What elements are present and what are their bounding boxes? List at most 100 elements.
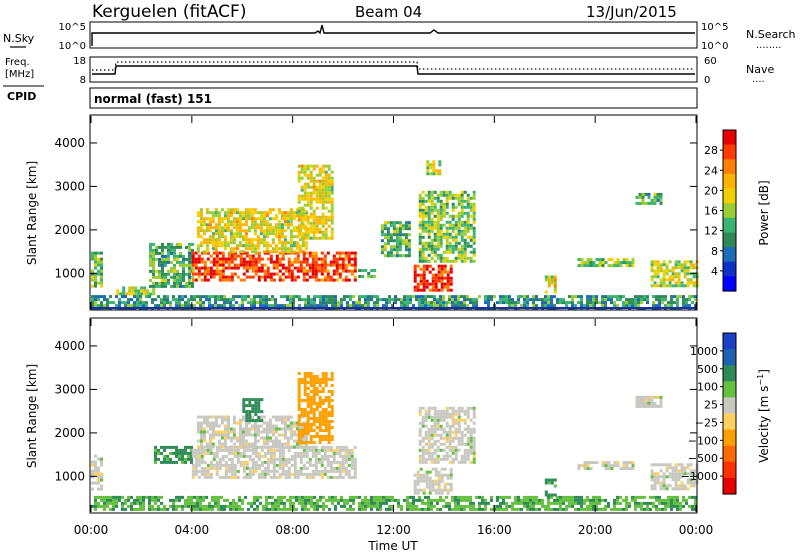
echo-cell: [139, 295, 142, 299]
echo-cell: [274, 214, 278, 218]
echo-cell: [421, 454, 425, 458]
echo-cell: [680, 269, 684, 273]
echo-cell: [446, 285, 450, 289]
echo-cell: [460, 208, 464, 212]
echo-cell: [170, 260, 173, 264]
echo-cell: [145, 295, 148, 299]
echo-cell: [553, 275, 557, 279]
echo-cell: [302, 260, 306, 264]
echo-cell: [330, 372, 334, 375]
echo-cell: [211, 433, 215, 437]
echo-cell: [272, 475, 276, 479]
echo-cell: [122, 286, 126, 290]
echo-cell: [248, 254, 252, 258]
echo-cell: [448, 501, 451, 505]
echo-region: [544, 275, 557, 294]
echo-cell: [398, 242, 402, 246]
echo-cell: [176, 242, 179, 246]
echo-cell: [160, 298, 163, 302]
echo-cell: [149, 254, 152, 258]
echo-cell: [286, 295, 289, 299]
echo-cell: [274, 304, 277, 308]
echo-cell: [312, 167, 316, 171]
echo-cell: [241, 238, 245, 242]
echo-cell: [433, 190, 437, 194]
echo-cell: [115, 498, 118, 502]
echo-cell: [232, 298, 235, 302]
echo-cell: [236, 469, 240, 473]
echo-cell: [211, 495, 214, 499]
echo-cell: [268, 439, 272, 443]
echo-cell: [442, 430, 446, 434]
echo-cell: [217, 495, 220, 499]
echo-cell: [370, 275, 374, 278]
echo-cell: [463, 507, 466, 511]
echo-cell: [295, 214, 299, 218]
echo-cell: [218, 445, 222, 449]
echo-cell: [580, 258, 584, 262]
echo-region: [577, 258, 635, 268]
echo-cell: [283, 214, 287, 218]
echo-cell: [289, 250, 293, 254]
echo-cell: [200, 278, 204, 282]
echo-cell: [94, 278, 97, 282]
echo-cell: [281, 257, 285, 261]
echo-cell: [463, 495, 466, 499]
echo-cell: [460, 454, 464, 458]
echo-cell: [163, 448, 166, 452]
echo-cell: [589, 295, 592, 299]
echo-cell: [265, 211, 269, 215]
echo-cell: [350, 451, 354, 455]
echo-cell: [323, 454, 327, 458]
echo-cell: [432, 172, 436, 176]
echo-cell: [139, 298, 142, 302]
echo-cell: [538, 298, 541, 302]
echo-cell: [454, 412, 458, 416]
echo-cell: [665, 263, 669, 267]
echo-cell: [535, 495, 538, 499]
echo-cell: [226, 208, 230, 212]
echo-cell: [286, 220, 290, 224]
echo-cell: [413, 270, 417, 274]
echo-cell: [290, 472, 294, 476]
echo-cell: [287, 475, 291, 479]
echo-cell: [656, 463, 660, 467]
echo-cell: [307, 295, 310, 299]
echo-cell: [428, 485, 432, 489]
echo-cell: [691, 504, 694, 508]
echo-cell: [457, 196, 461, 200]
echo-cell: [306, 191, 310, 195]
echo-cell: [472, 406, 476, 410]
echo-cell: [312, 378, 316, 381]
echo-cell: [254, 263, 258, 267]
echo-cell: [315, 420, 319, 423]
echo-cell: [181, 460, 184, 464]
echo-cell: [437, 279, 441, 283]
echo-cell: [472, 214, 476, 218]
echo-cell: [457, 220, 461, 224]
echo-cell: [217, 424, 221, 428]
echo-cell: [442, 232, 446, 236]
echo-cell: [226, 211, 230, 215]
echo-cell: [457, 415, 461, 419]
echo-cell: [425, 482, 429, 486]
echo-cell: [226, 436, 230, 440]
echo-cell: [214, 495, 217, 499]
echo-cell: [283, 436, 287, 440]
echo-cell: [280, 241, 284, 245]
echo-cell: [466, 220, 470, 224]
echo-cell: [196, 247, 200, 251]
echo-cell: [253, 507, 256, 511]
echo-cell: [254, 419, 258, 423]
echo-cell: [367, 501, 370, 505]
echo-cell: [448, 196, 452, 200]
echo-cell: [247, 427, 251, 431]
echo-cell: [190, 448, 193, 452]
echo-cell: [692, 263, 696, 267]
noise-right-label: N.Search: [746, 28, 796, 41]
echo-cell: [324, 200, 328, 204]
echo-cell: [650, 263, 654, 267]
echo-cell: [634, 301, 637, 305]
echo-cell: [152, 284, 155, 288]
echo-cell: [245, 269, 249, 273]
